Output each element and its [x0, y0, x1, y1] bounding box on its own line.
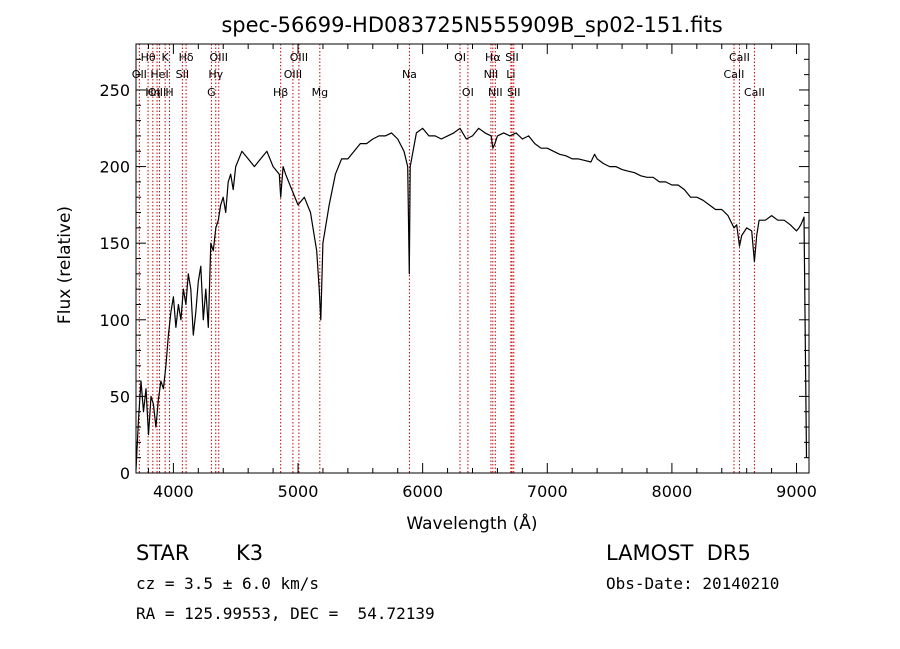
x-tick-label: 4000: [153, 482, 194, 501]
y-tick-label: 0: [120, 464, 130, 483]
line-marker-label: SII: [176, 68, 189, 81]
line-marker-label: OIII: [148, 86, 166, 99]
x-tick-label: 9000: [776, 482, 817, 501]
line-marker-label: G: [207, 86, 216, 99]
line-marker-label: HeI: [150, 68, 168, 81]
y-tick-label: 250: [99, 81, 130, 100]
line-marker-label: SII: [505, 51, 518, 64]
line-marker-label: OI: [454, 51, 466, 64]
y-tick-label: 150: [99, 234, 130, 253]
coordinates-readout: RA = 125.99553, DEC = 54.72139: [136, 604, 435, 623]
line-marker-label: Hδ: [179, 51, 194, 64]
x-tick-label: 6000: [402, 482, 443, 501]
survey-name: LAMOST DR5: [606, 541, 751, 565]
y-tick-label: 200: [99, 158, 130, 177]
y-axis: 0 50 100 150 200 250: [99, 58, 809, 483]
line-marker-label: Li: [506, 68, 515, 81]
line-marker-label: Hα: [485, 51, 501, 64]
x-tick-label: 5000: [278, 482, 319, 501]
line-marker-label: OIII: [290, 51, 308, 64]
x-tick-label: 7000: [527, 482, 568, 501]
spectrum-series-line: [135, 127, 808, 470]
line-marker-label: NII: [484, 68, 499, 81]
observation-date: Obs-Date: 20140210: [606, 574, 780, 593]
y-axis-label: Flux (relative): [55, 206, 75, 324]
x-tick-label: 8000: [652, 482, 693, 501]
redshift-readout: cz = 3.5 ± 6.0 km/s: [136, 574, 320, 593]
line-marker-label: OIII: [210, 51, 228, 64]
line-marker-label: CaII: [744, 86, 765, 99]
line-marker-label: K: [162, 51, 170, 64]
line-marker-label: Na: [402, 68, 417, 81]
line-marker-label: Hγ: [208, 68, 223, 81]
chart-title: spec-56699-HD083725N555909B_sp02-151.fit…: [221, 13, 722, 38]
line-marker-label: CaII: [724, 68, 745, 81]
line-marker-label: Hη: [145, 86, 160, 99]
line-marker-label: Mg: [312, 86, 328, 99]
x-axis-label: Wavelength (Å): [406, 512, 537, 534]
line-marker-label: H: [165, 86, 173, 99]
spectral-line-markers: [138, 44, 755, 473]
line-marker-label: SII: [507, 86, 520, 99]
line-marker-label: OIII: [284, 68, 302, 81]
line-marker-label: Hθ: [141, 51, 156, 64]
line-marker-label: OI: [462, 86, 474, 99]
line-marker-label: NII: [488, 86, 503, 99]
y-tick-label: 50: [110, 387, 130, 406]
y-tick-label: 100: [99, 311, 130, 330]
x-axis: 4000 5000 6000 7000 8000 9000: [147, 44, 817, 501]
object-class: STAR: [136, 541, 190, 565]
object-subclass: K3: [236, 541, 264, 565]
plot-frame: [135, 43, 810, 474]
line-marker-label: Hβ: [273, 86, 288, 99]
line-marker-label: CaII: [729, 51, 750, 64]
